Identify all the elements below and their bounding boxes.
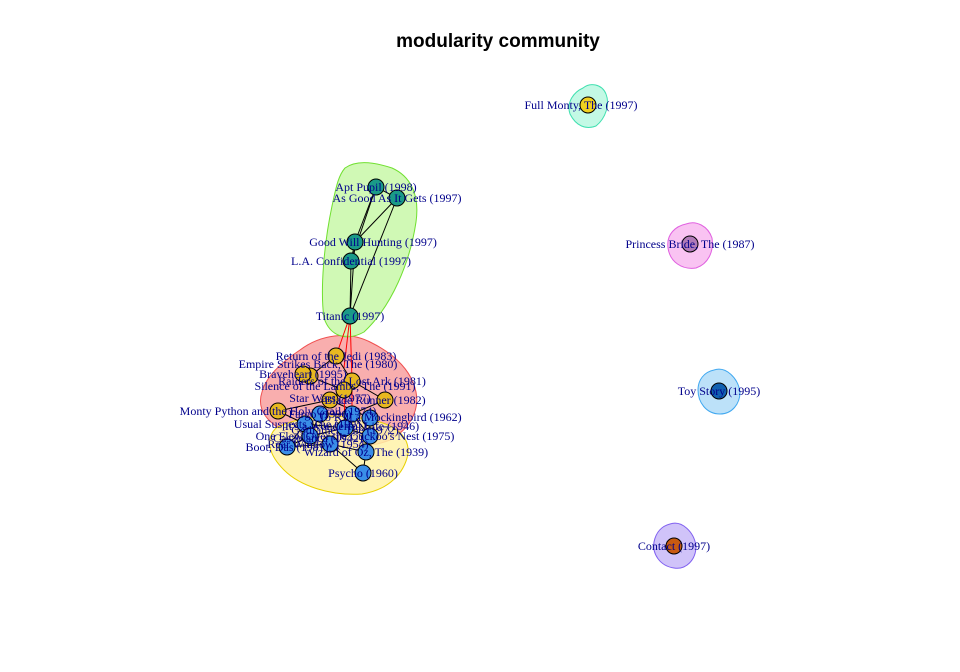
label-toy-story: Toy Story (1995)	[678, 384, 761, 398]
node-psycho	[354, 464, 372, 482]
node-full-monty	[579, 96, 597, 114]
node-apt-pupil	[367, 178, 385, 196]
node-toy-story	[710, 382, 728, 400]
node-rear-window	[321, 435, 339, 453]
label-titanic: Titanic (1997)	[316, 309, 385, 323]
node-braveheart	[294, 365, 312, 383]
node-titanic	[341, 307, 359, 325]
label-apt-pupil: Apt Pupil (1998)	[335, 180, 416, 194]
node-wizard-of-oz	[357, 443, 375, 461]
node-godfather	[336, 419, 354, 437]
node-monty-python	[269, 402, 287, 420]
node-as-good-as-it-gets	[388, 189, 406, 207]
label-as-good-as-it-gets: As Good As It Gets (1997)	[333, 191, 462, 205]
community-hulls	[260, 84, 741, 569]
node-contact	[665, 537, 683, 555]
label-raiders-of-the-lost-ark: Raiders of the Lost Ark (1981)	[278, 374, 426, 388]
label-return-of-the-jedi: Return of the Jedi (1983)	[276, 349, 397, 363]
node-blade-runner	[376, 391, 394, 409]
label-braveheart: Braveheart (1995)	[259, 367, 347, 381]
label-to-kill-a-mockingbird: To Kill a Mockingbird (1962)	[318, 410, 461, 424]
label-la-confidential: L.A. Confidential (1997)	[291, 254, 411, 268]
node-princess-bride	[681, 235, 699, 253]
node-return-of-the-jedi	[327, 347, 345, 365]
node-good-will-hunting	[346, 233, 364, 251]
label-contact: Contact (1997)	[638, 539, 710, 553]
node-silence-of-the-lambs	[335, 381, 353, 399]
label-psycho: Psycho (1960)	[328, 466, 398, 480]
label-princess-bride: Princess Bride, The (1987)	[625, 237, 754, 251]
label-blade-runner: Blade Runner (1982)	[324, 393, 425, 407]
node-star-wars	[321, 391, 339, 409]
label-one-flew-over: One Flew Over the Cuckoo's Nest (1975)	[256, 429, 455, 443]
node-to-kill-a-mockingbird	[361, 409, 379, 427]
node-la-confidential	[342, 252, 360, 270]
label-casablanca: Casablanca (1942)	[273, 431, 363, 445]
label-boot-das: Boot, Das (1981)	[246, 440, 329, 454]
label-empire-strikes-back: Empire Strikes Back, The (1980)	[239, 357, 398, 371]
node-its-a-wonderful-life	[343, 405, 361, 423]
node-casablanca	[301, 427, 319, 445]
chart-title: modularity community	[396, 31, 600, 52]
vertices	[269, 96, 728, 555]
node-fargo	[311, 405, 329, 423]
label-monty-python: Monty Python and the Holy Grail (1974)	[180, 404, 377, 418]
label-fargo: Fargo (1996)	[289, 407, 352, 421]
edge-cross	[343, 315, 351, 369]
label-its-a-wonderful-life: It's a Wonderful Life (1946)	[285, 419, 419, 433]
edge	[277, 399, 331, 412]
node-boot-das	[278, 438, 296, 456]
label-usual-suspects: Usual Suspects, The (1995)	[234, 417, 366, 431]
label-wizard-of-oz: Wizard of Oz, The (1939)	[304, 445, 428, 459]
label-rear-window: Rear Window (1954)	[267, 437, 368, 451]
label-full-monty: Full Monty, The (1997)	[525, 98, 638, 112]
label-silence-of-the-lambs: Silence of the Lambs, The (1991)	[254, 379, 415, 393]
edge-cross	[349, 315, 353, 382]
edge	[349, 197, 398, 317]
edges	[277, 186, 398, 474]
node-one-flew-over	[361, 427, 379, 445]
vertex-labels: Apt Pupil (1998) As Good As It Gets (199…	[180, 98, 761, 553]
label-star-wars: Star Wars (1977)	[289, 391, 370, 405]
label-good-will-hunting: Good Will Hunting (1997)	[309, 235, 437, 249]
label-godfather: Godfather, The (1972)	[291, 423, 399, 437]
edge	[354, 197, 398, 243]
